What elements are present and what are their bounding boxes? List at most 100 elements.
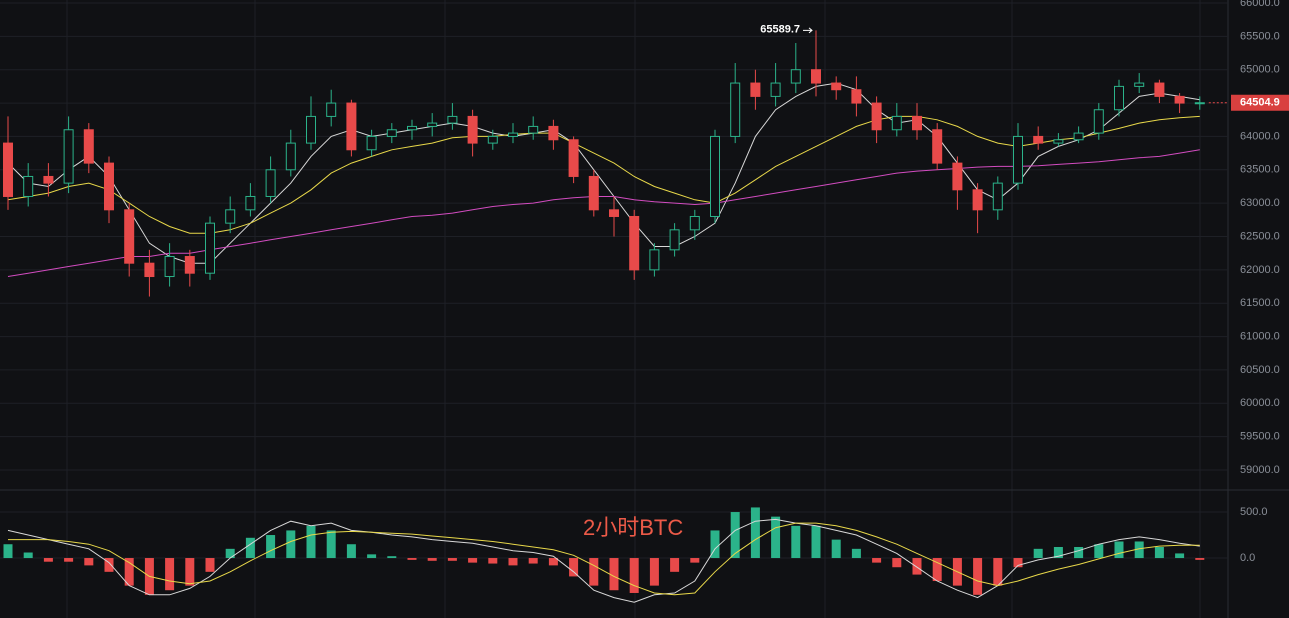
histogram-bar	[1094, 544, 1104, 559]
histogram-bar	[771, 516, 781, 559]
histogram-bar	[104, 558, 114, 572]
histogram-bar	[973, 558, 983, 595]
candle-body	[386, 129, 397, 137]
candle-body	[1093, 109, 1104, 134]
histogram-bar	[872, 558, 882, 563]
candle-body	[1013, 135, 1023, 184]
candle-body	[790, 69, 801, 84]
candle-body	[669, 229, 680, 251]
last-price-box	[1231, 94, 1289, 111]
histogram-bar	[1074, 546, 1084, 559]
histogram-bar	[346, 544, 356, 559]
watermark-title: 2小时BTC	[583, 515, 683, 540]
candle-body	[447, 115, 458, 124]
y-tick-label: 65500.0	[1240, 30, 1280, 42]
histogram-bar	[1013, 558, 1023, 568]
histogram-bar	[245, 537, 255, 559]
histogram-bar	[185, 558, 195, 586]
histogram-bar	[165, 558, 175, 591]
candle-body	[23, 175, 34, 197]
y-tick-label: 63500.0	[1240, 164, 1280, 176]
histogram-bar	[1175, 553, 1185, 559]
histogram-bar	[468, 558, 478, 563]
histogram-bar	[690, 558, 700, 563]
histogram-bar	[84, 558, 94, 566]
candle-body	[912, 115, 922, 131]
last-price-label: 64504.9	[1240, 97, 1280, 109]
candle-body	[629, 215, 640, 271]
candle-body	[992, 182, 1003, 211]
candle-body	[649, 249, 660, 271]
y-tick-label: 59500.0	[1240, 431, 1280, 443]
histogram-bar	[367, 554, 377, 559]
candle-body	[609, 209, 619, 217]
histogram-bar	[670, 558, 680, 572]
y-tick-label: 66000.0	[1240, 0, 1280, 9]
candle-body	[568, 139, 579, 177]
candle-body	[1174, 95, 1185, 104]
histogram-bar	[3, 544, 13, 559]
histogram-bar	[1114, 541, 1124, 559]
histogram-bar	[730, 512, 740, 559]
candle-body	[306, 115, 316, 144]
candle-body	[891, 115, 902, 131]
y-tick-label: 59000.0	[1240, 464, 1280, 476]
candle-body	[548, 125, 559, 141]
y-tick-label: 62500.0	[1240, 230, 1280, 242]
histogram-bar	[64, 558, 74, 562]
histogram-bar	[407, 558, 417, 560]
candle-body	[104, 162, 114, 211]
candle-body	[427, 122, 438, 127]
histogram-bar	[932, 558, 942, 582]
histogram-bar	[43, 558, 53, 562]
candle-body	[285, 142, 296, 171]
candle-body	[3, 142, 13, 197]
y-tick-label: 62000.0	[1240, 264, 1280, 276]
candle-body	[346, 102, 357, 151]
histogram-bar	[993, 558, 1003, 586]
candle-body	[871, 102, 882, 131]
candle-body	[164, 256, 175, 278]
histogram-bar	[286, 530, 296, 559]
y-tick-label: 60500.0	[1240, 364, 1280, 376]
candle-body	[1114, 85, 1124, 111]
candle-body	[588, 175, 599, 211]
y-tick-label: 60000.0	[1240, 397, 1280, 409]
histogram-bar	[225, 548, 235, 559]
candle-body	[144, 262, 155, 278]
candle-body	[184, 256, 195, 274]
candle-body	[508, 132, 518, 137]
max-arrow	[803, 27, 813, 34]
candle-body	[124, 209, 135, 264]
histogram-bar	[1053, 546, 1063, 559]
histogram-bar	[569, 558, 579, 577]
histogram-bar	[488, 558, 498, 564]
histogram-bar	[266, 535, 276, 559]
candle-body	[689, 215, 700, 231]
histogram-bar	[528, 558, 538, 564]
histogram-bar	[892, 558, 902, 568]
candle-body	[811, 69, 821, 84]
y-tick-label: 65000.0	[1240, 64, 1280, 76]
histogram-bar	[205, 558, 215, 572]
histogram-bar	[831, 539, 841, 559]
candle-body	[1154, 82, 1165, 97]
histogram-bar	[912, 558, 922, 575]
histogram-bar	[750, 507, 760, 559]
candle-body	[1194, 102, 1205, 105]
candle-body	[952, 162, 963, 191]
histogram-bar	[427, 558, 437, 561]
candle-body	[265, 169, 276, 197]
histogram-bar	[23, 552, 33, 559]
candle-body	[750, 82, 761, 97]
candle-body	[528, 125, 539, 134]
histogram-bar	[1134, 541, 1144, 559]
y-tick-label: 63000.0	[1240, 197, 1280, 209]
candle-body	[1134, 82, 1145, 87]
candle-body	[63, 129, 74, 184]
histogram-bar	[1195, 558, 1205, 560]
candle-body	[487, 135, 498, 144]
indicator-line	[8, 522, 1200, 596]
histogram-bar	[306, 525, 316, 559]
